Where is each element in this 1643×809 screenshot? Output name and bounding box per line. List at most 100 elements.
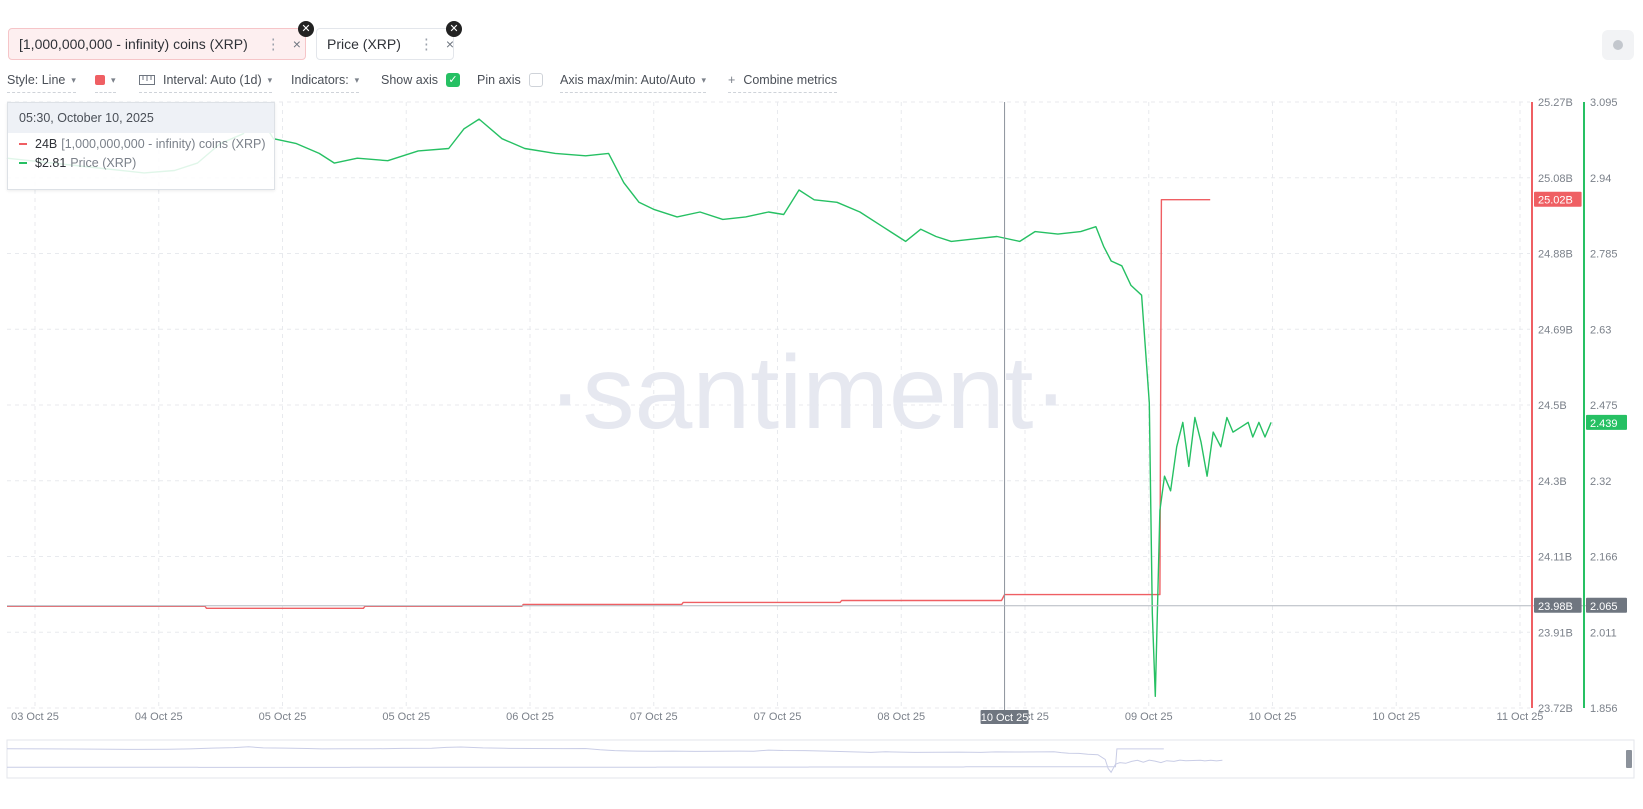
current-value-supply: 25.02B — [1538, 195, 1573, 207]
tab-menu-icon[interactable]: ⋮ — [418, 36, 434, 53]
tab-label: Price (XRP) — [327, 36, 401, 52]
crosshair-value-price: 2.065 — [1590, 601, 1618, 613]
chevron-down-icon: ▾ — [701, 74, 707, 85]
navigator[interactable] — [6, 739, 1635, 779]
pin-axis-checkbox[interactable] — [528, 73, 543, 87]
tab-label: [1,000,000,000 - infinity) coins (XRP) — [19, 36, 248, 52]
navigator-handle[interactable] — [1626, 750, 1632, 768]
y-tick-label: 23.72B — [1538, 703, 1573, 715]
legend-line-icon — [19, 161, 27, 164]
y-tick-label: 2.63 — [1590, 324, 1611, 336]
y-tick-label: 24.11B — [1538, 552, 1572, 564]
y-tick-label: 2.785 — [1590, 249, 1618, 261]
combine-label: Combine metrics — [743, 73, 838, 87]
tooltip-label: [1,000,000,000 - infinity) coins (XRP) — [61, 136, 266, 151]
tooltip-row-supply: 24B [1,000,000,000 - infinity) coins (XR… — [8, 135, 274, 152]
series-group — [6, 102, 1586, 716]
metric-tab-price[interactable]: Price (XRP) ⋮ × — [316, 28, 454, 60]
current-value-price: 2.439 — [1590, 418, 1618, 430]
y-tick-label: 2.475 — [1590, 400, 1618, 412]
current-value-supply-bg — [1534, 191, 1582, 207]
current-value-price-bg — [1586, 414, 1627, 430]
dot-icon — [1613, 40, 1623, 50]
indicators-label: Indicators: — [291, 73, 349, 87]
x-tick-label: 10 Oct 25 — [1372, 711, 1420, 723]
hover-tooltip: 05:30, October 10, 2025 24B [1,000,000,0… — [7, 102, 275, 190]
x-tick-label: 03 Oct 25 — [11, 711, 59, 723]
x-tick-label: 11 Oct 25 — [1497, 711, 1544, 723]
x-tick-label: 07 Oct 25 — [754, 711, 802, 723]
axis-maxmin-label: Axis max/min: Auto/Auto — [560, 73, 696, 87]
watermark: ·santiment· — [548, 335, 1068, 451]
chart-settings-button[interactable] — [1602, 30, 1634, 60]
x-tick-label: 08 Oct 25 — [877, 711, 925, 723]
y-tick-label: 1.856 — [1590, 703, 1618, 715]
plus-icon: + — [728, 73, 736, 87]
x-tick-label: 10 Oct 25 — [1249, 711, 1297, 723]
y-tick-label: 2.011 — [1590, 627, 1617, 639]
y-tick-label: 3.095 — [1590, 97, 1618, 109]
crosshair-value-supply: 23.98B — [1538, 601, 1573, 613]
x-axis: 03 Oct 25 04 Oct 25 05 Oct 25 05 Oct 25 06 O… — [11, 710, 1543, 724]
combine-metrics-button[interactable]: + Combine metrics — [728, 70, 838, 93]
navigator-line-price — [6, 746, 1223, 774]
remove-badge-icon[interactable]: ✕ — [446, 21, 462, 37]
crosshair-value-price-bg — [1586, 597, 1627, 613]
interval-dropdown[interactable]: Interval: Auto (1d) ▾ — [139, 70, 273, 93]
series-line-supply — [7, 199, 1211, 609]
x-tick-label: 09 Oct 25 — [1125, 711, 1173, 723]
y-tick-label: 24.88B — [1538, 249, 1573, 261]
x-tick-label: 07 Oct 25 — [630, 711, 678, 723]
chevron-down-icon: ▾ — [267, 74, 273, 85]
x-tick-label: 06 Oct 25 — [506, 711, 554, 723]
indicators-dropdown[interactable]: Indicators: ▾ — [291, 70, 360, 93]
y-tick-label: 24.5B — [1538, 400, 1567, 412]
tab-close-icon[interactable]: × — [292, 36, 301, 52]
crosshair-date-bg — [980, 710, 1029, 724]
y-tick-label: 2.32 — [1590, 476, 1611, 488]
y-tick-label: 2.166 — [1590, 552, 1618, 564]
y-tick-label: 2.94 — [1590, 173, 1611, 185]
pin-axis-toggle[interactable]: Pin axis — [477, 70, 543, 92]
series-line-price — [6, 113, 1272, 697]
axes-group: 25.27B 25.08B 24.88B 24.69B 24.5B 24.3B 24.11B… — [1531, 97, 1627, 715]
color-dropdown[interactable]: ▾ — [95, 70, 116, 93]
show-axis-label: Show axis — [381, 73, 438, 87]
x-tick-label: 04 Oct 25 — [135, 711, 183, 723]
crosshair-date-label: 10 Oct 25 — [981, 712, 1029, 724]
tooltip-row-price: $2.81 Price (XRP) — [8, 154, 274, 171]
x-tick-label: 05 Oct 25 — [382, 711, 430, 723]
tab-menu-icon[interactable]: ⋮ — [265, 36, 281, 53]
chevron-down-icon: ▾ — [111, 74, 116, 85]
tooltip-time: 05:30, October 10, 2025 — [8, 103, 274, 133]
x-tick-label: 05 Oct 25 — [259, 711, 307, 723]
tab-close-icon[interactable]: × — [445, 36, 455, 52]
crosshair-value-supply-bg — [1534, 597, 1582, 613]
chevron-down-icon: ▾ — [71, 74, 76, 85]
ruler-icon — [139, 75, 155, 85]
style-label: Style: Line — [7, 73, 66, 87]
legend-line-icon — [19, 142, 27, 145]
pin-axis-label: Pin axis — [477, 73, 521, 87]
y-tick-label: 24.69B — [1538, 324, 1573, 336]
navigator-line-supply — [7, 748, 1164, 768]
grid — [7, 101, 1530, 709]
metric-tab-supply[interactable]: [1,000,000,000 - infinity) coins (XRP) ⋮… — [8, 28, 306, 60]
color-swatch — [95, 75, 105, 85]
navigator-frame — [6, 739, 1635, 779]
style-dropdown[interactable]: Style: Line ▾ — [7, 70, 76, 93]
chevron-down-icon: ▾ — [354, 74, 360, 85]
show-axis-toggle[interactable]: Show axis ✓ — [381, 70, 460, 92]
axis-maxmin-dropdown[interactable]: Axis max/min: Auto/Auto ▾ — [560, 70, 707, 93]
y-tick-label: 24.3B — [1538, 476, 1567, 488]
show-axis-checkbox[interactable]: ✓ — [445, 73, 460, 87]
y-tick-label: 23.91B — [1538, 627, 1573, 639]
y-tick-label: 25.08B — [1538, 173, 1573, 185]
remove-badge-icon[interactable]: ✕ — [298, 21, 314, 37]
tooltip-value: 24B — [35, 136, 58, 151]
y-tick-label: 25.27B — [1538, 97, 1573, 109]
tooltip-label: Price (XRP) — [70, 155, 137, 170]
interval-label: Interval: Auto (1d) — [163, 73, 262, 87]
tooltip-value: $2.81 — [35, 155, 67, 170]
